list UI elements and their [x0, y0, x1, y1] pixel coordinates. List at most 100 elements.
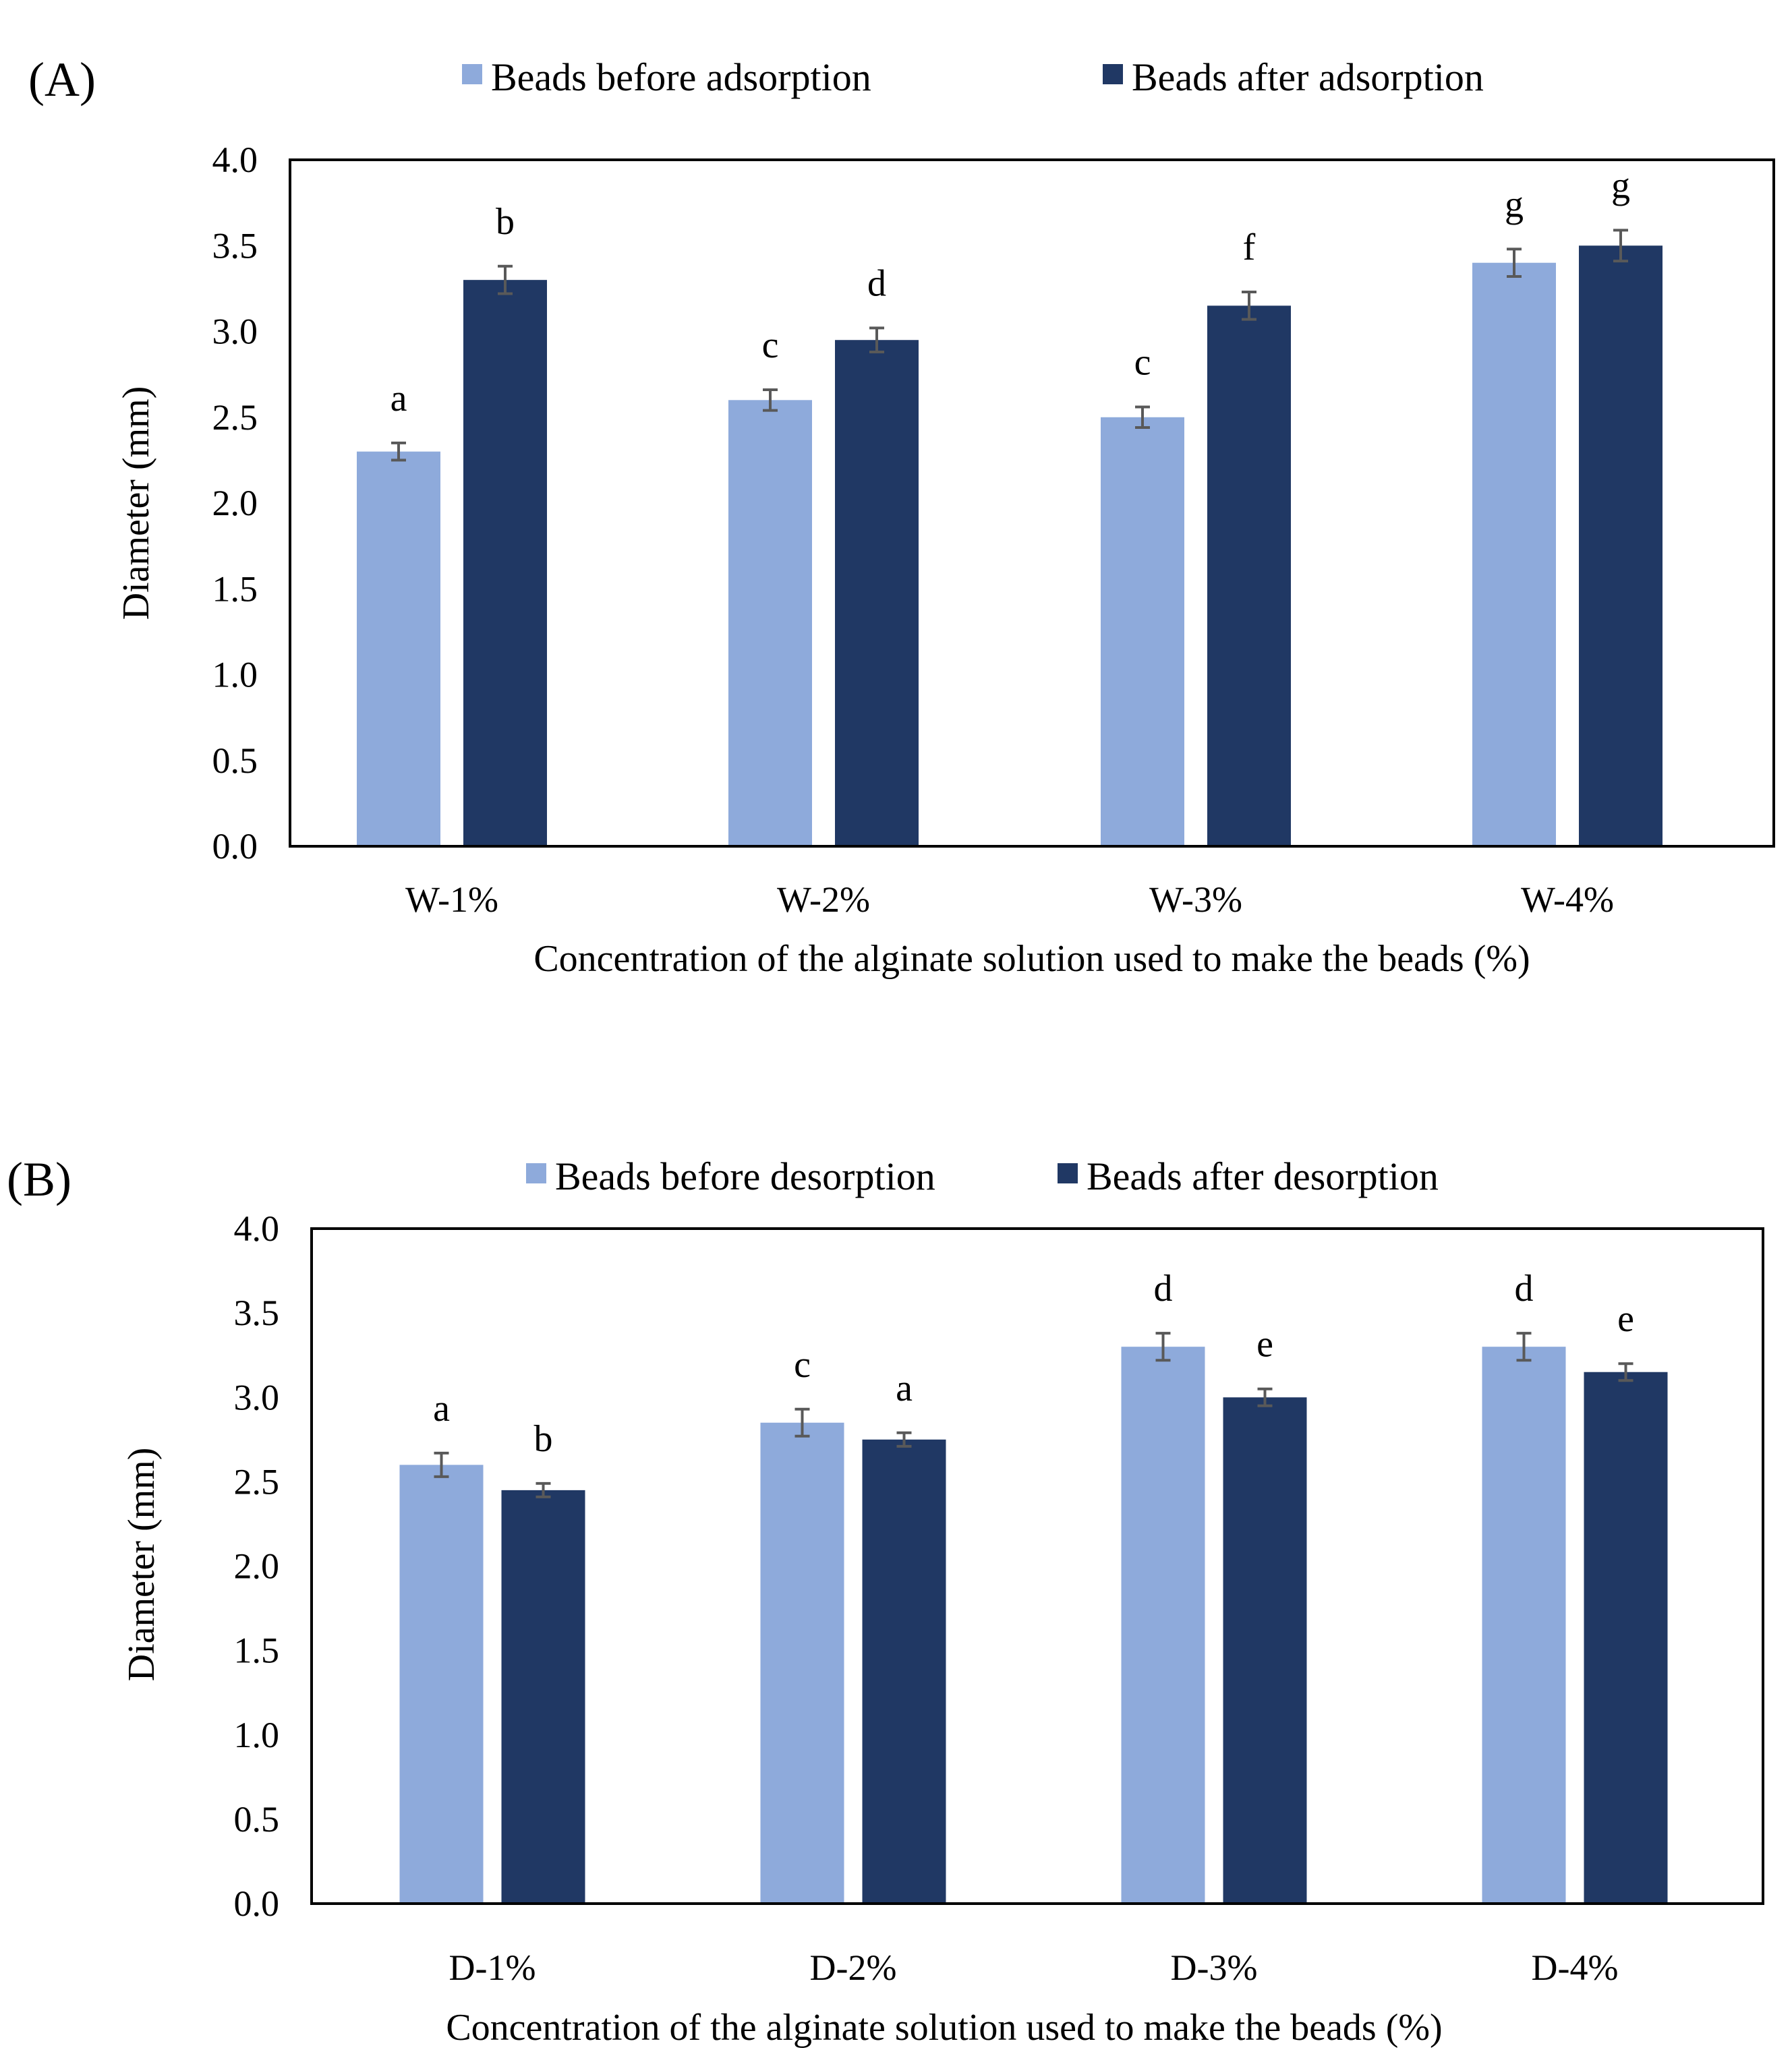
- significance-letter-a-after-4: g: [1611, 165, 1630, 206]
- chart-a-category-label: W-2%: [777, 879, 870, 920]
- bar-b-before-1: [399, 1465, 484, 1904]
- chart-panel-b: (B) Beads before desorption Beads after …: [7, 1152, 1764, 2049]
- significance-letter-b-before-1: a: [433, 1388, 450, 1430]
- chart-a-category-label: W-3%: [1149, 879, 1242, 920]
- significance-letter-b-after-2: a: [896, 1368, 913, 1409]
- error-bar-a-after-2: [869, 326, 884, 354]
- error-bar-a-before-2: [763, 388, 778, 412]
- chart-b-legend: Beads before desorption Beads after deso…: [526, 1154, 1439, 1198]
- chart-b-y-tick-label: 3.0: [234, 1377, 280, 1417]
- significance-letter-a-before-4: g: [1505, 183, 1524, 225]
- significance-letter-b-before-4: d: [1515, 1268, 1534, 1310]
- error-bar-b-before-1: [434, 1451, 449, 1478]
- chart-b-y-tick-label: 1.0: [234, 1715, 280, 1755]
- chart-panel-a: (A) Beads before adsorption Beads after …: [28, 53, 1775, 980]
- significance-letter-a-before-1: a: [391, 378, 407, 419]
- chart-a-category-label: W-1%: [405, 879, 498, 920]
- chart-b-category-label: D-4%: [1532, 1947, 1619, 1988]
- chart-a-category-label: W-4%: [1521, 879, 1614, 920]
- error-bar-a-after-3: [1242, 290, 1256, 321]
- error-bar-a-before-3: [1135, 405, 1150, 430]
- legend-label-after-desorption: Beads after desorption: [1087, 1154, 1439, 1198]
- bar-a-before-1: [357, 451, 440, 846]
- error-bar-b-before-4: [1516, 1332, 1532, 1362]
- panel-b-label: (B): [7, 1152, 71, 1206]
- bar-a-before-4: [1472, 262, 1556, 846]
- chart-b-category-label: D-3%: [1171, 1947, 1258, 1988]
- legend-label-after-adsorption: Beads after adsorption: [1132, 55, 1484, 99]
- chart-b-y-tick-label: 0.5: [234, 1799, 280, 1840]
- error-bar-b-after-2: [896, 1431, 912, 1448]
- significance-letter-b-after-1: b: [534, 1418, 553, 1460]
- chart-a-y-tick-label: 2.0: [212, 483, 258, 523]
- significance-letter-a-after-3: f: [1243, 227, 1256, 268]
- chart-a-y-tick-label: 3.0: [212, 312, 258, 352]
- error-bar-b-after-3: [1257, 1387, 1273, 1407]
- error-bar-a-after-4: [1613, 229, 1628, 263]
- chart-b-category-label: D-1%: [449, 1947, 536, 1988]
- bar-a-after-2: [835, 340, 919, 847]
- chart-a-legend: Beads before adsorption Beads after adso…: [462, 55, 1484, 99]
- bar-a-before-3: [1101, 417, 1184, 846]
- bar-b-after-1: [501, 1490, 585, 1904]
- significance-letter-a-after-1: b: [496, 201, 515, 243]
- chart-b-category-label: D-2%: [810, 1947, 897, 1988]
- error-bar-b-before-2: [794, 1407, 810, 1438]
- chart-a-y-tick-label: 0.5: [212, 740, 258, 781]
- bar-a-before-2: [728, 400, 812, 846]
- chart-b-y-axis: 0.0 0.5 1.0 1.5 2.0 2.5 3.0 3.5 4.0: [234, 1208, 280, 1924]
- chart-b-y-axis-title: Diameter (mm): [121, 1448, 163, 1682]
- chart-b-plot-frame: [310, 1227, 1764, 1905]
- chart-a-x-axis: W-1% W-2% W-3% W-4%: [405, 879, 1614, 920]
- error-bar-a-before-4: [1507, 247, 1522, 278]
- chart-a-y-tick-label: 4.0: [212, 140, 258, 180]
- error-bar-a-before-1: [391, 441, 406, 462]
- bar-b-before-3: [1121, 1347, 1205, 1904]
- significance-letter-a-after-2: d: [867, 262, 886, 304]
- significance-letter-b-before-3: d: [1154, 1268, 1173, 1310]
- panel-a-label: (A): [28, 53, 96, 107]
- error-bar-a-after-1: [498, 264, 513, 295]
- chart-a-y-tick-label: 2.5: [212, 397, 258, 438]
- chart-a-plot-frame: [289, 158, 1775, 848]
- chart-a-y-axis: 0.0 0.5 1.0 1.5 2.0 2.5 3.0 3.5 4.0: [212, 140, 258, 867]
- chart-a-y-tick-label: 3.5: [212, 225, 258, 266]
- chart-b-x-axis-title: Concentration of the alginate solution u…: [446, 2007, 1442, 2049]
- chart-a-y-tick-label: 1.0: [212, 655, 258, 695]
- bar-b-before-2: [760, 1422, 844, 1904]
- bar-b-before-4: [1482, 1347, 1566, 1904]
- chart-a-bars: a c c g b d f g: [357, 165, 1663, 847]
- chart-b-y-tick-label: 2.0: [234, 1546, 280, 1587]
- bar-b-after-3: [1223, 1397, 1307, 1904]
- legend-swatch-after-desorption: [1058, 1163, 1078, 1183]
- significance-letter-b-before-2: c: [794, 1344, 811, 1386]
- significance-letter-b-after-4: e: [1617, 1298, 1634, 1340]
- legend-swatch-before-adsorption: [462, 64, 482, 84]
- chart-b-y-tick-label: 3.5: [234, 1293, 280, 1333]
- significance-letter-b-after-3: e: [1256, 1324, 1273, 1365]
- chart-a-y-tick-label: 1.5: [212, 568, 258, 609]
- chart-b-y-tick-label: 0.0: [234, 1883, 280, 1924]
- error-bar-b-after-4: [1618, 1362, 1634, 1382]
- error-bar-b-after-1: [536, 1481, 551, 1498]
- significance-letter-a-before-2: c: [762, 324, 779, 366]
- bar-b-after-2: [862, 1439, 946, 1904]
- chart-b-x-axis: D-1% D-2% D-3% D-4%: [449, 1947, 1619, 1988]
- legend-swatch-after-adsorption: [1103, 64, 1123, 84]
- chart-a-y-tick-label: 0.0: [212, 826, 258, 867]
- bar-a-after-1: [463, 280, 547, 846]
- bar-a-after-4: [1579, 245, 1663, 846]
- legend-swatch-before-desorption: [526, 1163, 546, 1183]
- chart-b-y-tick-label: 2.5: [234, 1461, 280, 1502]
- bar-b-after-4: [1584, 1372, 1668, 1904]
- chart-b-y-tick-label: 4.0: [234, 1208, 280, 1249]
- legend-label-before-adsorption: Beads before adsorption: [491, 55, 871, 99]
- significance-letter-a-before-3: c: [1134, 341, 1151, 383]
- chart-b-bars: a c d d b a e e: [399, 1268, 1668, 1904]
- legend-label-before-desorption: Beads before desorption: [555, 1154, 935, 1198]
- error-bar-b-before-3: [1155, 1332, 1171, 1362]
- chart-a-y-axis-title: Diameter (mm): [115, 386, 157, 620]
- bar-a-after-3: [1207, 305, 1291, 846]
- chart-a-x-axis-title: Concentration of the alginate solution u…: [533, 938, 1530, 980]
